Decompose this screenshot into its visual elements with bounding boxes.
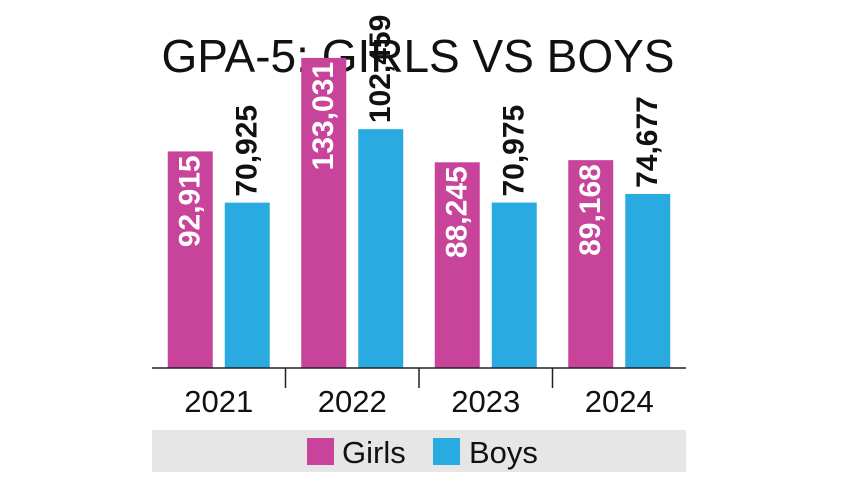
- data-label-boys-2024: 74,677: [631, 96, 664, 188]
- x-tick-label-2022: 2022: [318, 384, 387, 419]
- legend-swatch-girls: [307, 438, 334, 465]
- x-tick-label-2021: 2021: [184, 384, 253, 419]
- data-label-boys-2023: 70,975: [498, 105, 531, 197]
- data-label-boys-2022: 102,459: [364, 15, 397, 123]
- bar-boys-2021: [224, 202, 270, 368]
- data-label-girls-2021: 92,915: [174, 155, 207, 247]
- bar-girls-2024: [568, 160, 614, 368]
- data-label-girls-2023: 88,245: [441, 166, 474, 258]
- data-label-girls-2022: 133,031: [307, 62, 340, 170]
- bar-boys-2023: [491, 202, 537, 368]
- bar-girls-2023: [434, 162, 480, 368]
- legend-label-boys: Boys: [469, 435, 538, 470]
- bar-boys-2022: [358, 129, 404, 368]
- legend-background: [152, 430, 686, 472]
- data-label-girls-2024: 89,168: [574, 164, 607, 256]
- bar-girls-2021: [167, 151, 213, 368]
- data-label-boys-2021: 70,925: [231, 105, 264, 197]
- x-tick-label-2023: 2023: [451, 384, 520, 419]
- legend-swatch-boys: [433, 438, 460, 465]
- chart-title: GPA-5: GIRLS VS BOYS: [162, 30, 675, 82]
- legend: Girls Boys: [152, 430, 686, 472]
- x-tick-label-2024: 2024: [585, 384, 654, 419]
- bars-layer: 92,915 70,925 133,031 102,459 88,245 70,975 89…: [167, 15, 671, 369]
- x-axis-ticks: 2021 2022 2023 2024: [184, 368, 654, 419]
- bar-girls-2022: [301, 57, 347, 369]
- legend-label-girls: Girls: [342, 435, 406, 470]
- bar-boys-2024: [625, 193, 671, 368]
